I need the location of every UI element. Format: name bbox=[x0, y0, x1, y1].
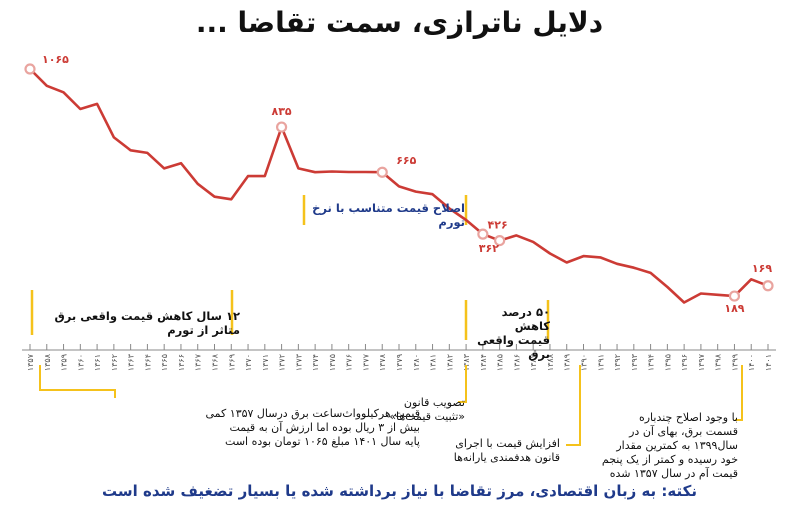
x-tick-label: ۱۳۷۳ bbox=[294, 353, 303, 371]
data-point-label: ۸۳۵ bbox=[272, 105, 292, 118]
x-tick-label: ۱۳۹۵ bbox=[663, 354, 672, 371]
annotation-reform1399-line1: با وجود اصلاح چندباره bbox=[638, 411, 738, 424]
annotation-price-fix: اصلاح قیمت متناسب با نرخ تورم bbox=[312, 201, 465, 229]
footnote: نکته: به زبان اقتصادی، مرز تقاضا با نیاز… bbox=[102, 482, 697, 500]
annotation-base1357-line3: پایه سال ۱۴۰۱ مبلغ ۱۰۶۵ تومان بوده است bbox=[225, 435, 420, 448]
annotation-subsidy-line2: قانون هدفمندی یارانه‌ها bbox=[453, 451, 560, 464]
annotation-reform1399-line4: خود رسیده و کمتر از یک پنجم bbox=[601, 453, 738, 466]
x-tick-label: ۱۳۹۲ bbox=[613, 354, 622, 371]
x-tick-label: ۱۳۹۰ bbox=[580, 354, 589, 371]
x-tick-label: ۱۳۹۶ bbox=[680, 354, 689, 371]
x-tick-label: ۱۳۷۰ bbox=[244, 354, 253, 371]
series-line bbox=[29, 68, 769, 304]
annotation-fixed-law-line1: تصویب قانون bbox=[403, 396, 465, 409]
x-tick-label: ۱۳۸۹ bbox=[563, 354, 572, 371]
x-tick-label: ۱۳۹۹ bbox=[730, 354, 739, 371]
x-tick-label: ۱۳۷۷ bbox=[361, 353, 370, 371]
data-point-marker bbox=[762, 280, 774, 292]
callout-fixed-law bbox=[458, 365, 467, 403]
x-tick-label: ۱۳۸۰ bbox=[412, 354, 421, 371]
x-tick-label: ۱۳۸۱ bbox=[429, 354, 438, 371]
data-point-label: ۶۶۵ bbox=[396, 154, 416, 167]
data-point-label: ۴۲۶ bbox=[488, 219, 508, 232]
x-tick-label: ۱۳۹۴ bbox=[647, 354, 656, 371]
annotation-fixed-law-line2: «تثبیت قیمت‌ها» bbox=[389, 410, 465, 423]
x-tick-label: ۱۳۹۸ bbox=[714, 353, 723, 371]
annotation-subsidy: افزایش قیمت با اجرای قانون هدفمندی یاران… bbox=[430, 437, 560, 465]
x-tick-label: ۱۳۸۳ bbox=[462, 353, 471, 371]
annotation-drop50-line2: قیمت واقعی برق bbox=[477, 333, 550, 361]
callout-reform1399 bbox=[735, 365, 743, 421]
x-tick-label: ۱۳۶۸ bbox=[211, 353, 220, 371]
x-tick-label: ۱۳۷۶ bbox=[345, 354, 354, 371]
data-point-marker bbox=[24, 63, 36, 75]
x-tick-label: ۱۳۶۱ bbox=[93, 354, 102, 371]
annotation-base1357-line1: قیمت هرکیلوواث‌ساعت برق درسال ۱۳۵۷ کمی bbox=[205, 407, 420, 420]
annotation-subsidy-line1: افزایش قیمت با اجرای bbox=[455, 437, 560, 450]
annotation-base1357-line2: بیش از ۳ ریال بوده اما ارزش آن به قیمت bbox=[229, 421, 420, 434]
x-tick-label: ۱۳۶۴ bbox=[143, 354, 152, 371]
x-tick-label: ۱۴۰۱ bbox=[764, 354, 773, 371]
x-tick-label: ۱۳۶۰ bbox=[76, 354, 85, 371]
annotation-reform1399-line5: قیمت آم در سال ۱۳۵۷ شده bbox=[609, 467, 738, 480]
chart-title: دلایل ناترازی، سمت تقاضا ... bbox=[195, 6, 604, 39]
annotation-reform1399-line3: سال۱۳۹۹ به کمترین مقدار bbox=[616, 439, 738, 452]
x-tick-label: ۱۳۸۶ bbox=[512, 354, 521, 371]
x-tick-label: ۱۳۸۸ bbox=[546, 353, 555, 371]
data-point-label: ۳۶۲ bbox=[479, 242, 499, 255]
data-point-marker bbox=[728, 290, 741, 302]
data-point-label: ۱۰۶۵ bbox=[42, 53, 69, 66]
annotation-fixed-law: تصویب قانون «تثبیت قیمت‌ها» bbox=[365, 396, 465, 424]
x-tick-label: ۱۳۶۵ bbox=[160, 354, 169, 371]
x-tick-label: ۱۴۰۰ bbox=[747, 354, 756, 371]
x-tick-label: ۱۳۵۸ bbox=[43, 353, 52, 371]
data-point-label: ۱۸۹ bbox=[724, 302, 744, 315]
data-point-marker bbox=[477, 228, 489, 240]
x-tick-label: ۱۳۷۹ bbox=[395, 354, 404, 371]
x-tick-label: ۱۳۸۲ bbox=[445, 354, 454, 371]
x-tick-label: ۱۳۸۴ bbox=[479, 354, 488, 371]
x-tick-label: ۱۳۸۷ bbox=[529, 353, 538, 371]
x-tick-label: ۱۳۵۷ bbox=[26, 353, 35, 371]
x-tick-label: ۱۳۷۸ bbox=[378, 353, 387, 371]
annotation-reform1399: با وجود اصلاح چندباره قسمت برق، بهای آن … bbox=[598, 411, 738, 481]
x-tick-label: ۱۳۵۹ bbox=[60, 354, 69, 371]
x-tick-label: ۱۳۶۹ bbox=[227, 354, 236, 371]
callout-subsidy bbox=[566, 365, 581, 446]
x-tick-label: ۱۳۷۲ bbox=[278, 354, 287, 371]
data-point-marker bbox=[275, 121, 288, 133]
x-tick-label: ۱۳۶۳ bbox=[127, 353, 136, 371]
callout-base1357 bbox=[39, 365, 116, 398]
annotation-inflation: ۱۲ سال کاهش قیمت واقعی برق متاثر از تورم bbox=[54, 309, 240, 337]
x-tick-label: ۱۳۶۶ bbox=[177, 354, 186, 371]
annotation-drop50-line1: ۵۰ درصد کاهش bbox=[501, 305, 550, 333]
x-tick-label: ۱۳۷۱ bbox=[261, 354, 270, 371]
x-tick-label: ۱۳۷۵ bbox=[328, 354, 337, 371]
x-tick-label: ۱۳۷۴ bbox=[311, 354, 320, 371]
x-tick-label: ۱۳۹۱ bbox=[596, 354, 605, 371]
data-point-marker bbox=[494, 235, 506, 247]
annotation-reform1399-line2: قسمت برق، بهای آن در bbox=[629, 425, 738, 438]
x-tick-label: ۱۳۶۷ bbox=[194, 353, 203, 371]
annotation-base1357: قیمت هرکیلوواث‌ساعت برق درسال ۱۳۵۷ کمی ب… bbox=[195, 407, 420, 449]
x-tick-label: ۱۳۹۳ bbox=[630, 353, 639, 371]
annotation-drop50: ۵۰ درصد کاهش قیمت واقعی برق bbox=[470, 305, 550, 361]
data-point-marker bbox=[376, 166, 388, 178]
x-tick-label: ۱۳۶۲ bbox=[110, 354, 119, 371]
x-tick-label: ۱۳۹۷ bbox=[697, 353, 706, 371]
x-tick-label: ۱۳۸۵ bbox=[496, 354, 505, 371]
data-point-label: ۱۶۹ bbox=[752, 262, 772, 275]
